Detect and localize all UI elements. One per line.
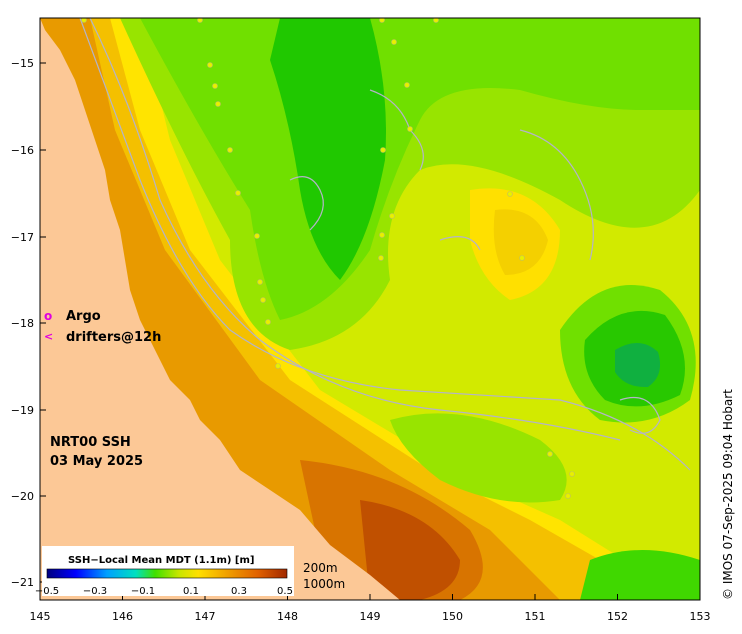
y-tick-label: −21 — [11, 576, 34, 589]
ssh-band-red — [360, 500, 460, 600]
y-tick-label: −19 — [11, 404, 34, 417]
depth-label-1000m: 1000m — [303, 577, 345, 591]
x-tick-label: 151 — [525, 610, 546, 623]
x-tick-label: 146 — [112, 610, 133, 623]
ssh-low-east-core — [615, 342, 661, 388]
drifter-legend-label: drifters@12h — [66, 330, 161, 345]
colorbar-gradient — [46, 568, 288, 579]
colorbar-tick-label: −0.3 — [83, 586, 107, 597]
y-tick-label: −20 — [11, 490, 34, 503]
land-mass — [40, 18, 400, 600]
ssh-low-core — [270, 18, 386, 280]
x-tick-label: 152 — [607, 610, 628, 623]
argo-legend-label: Argo — [66, 309, 101, 324]
map-title: NRT00 SSH — [50, 435, 131, 450]
drifter-legend-symbol: < — [44, 330, 53, 343]
colorbar: SSH−Local Mean MDT (1.1m) [m] −0.5 −0.3 … — [35, 546, 294, 597]
colorbar-tick-label: −0.1 — [131, 586, 155, 597]
colorbar-tick-label: 0.5 — [277, 586, 293, 597]
y-tick-label: −16 — [11, 144, 34, 157]
y-tick-label: −18 — [11, 317, 34, 330]
y-axis: −15 −16 −17 −18 −19 −20 −21 — [11, 57, 46, 589]
ssh-low-south — [580, 550, 700, 600]
x-axis: 145 146 147 148 149 150 151 152 153 — [30, 594, 711, 623]
x-tick-label: 147 — [195, 610, 216, 623]
bathymetry-contours — [79, 18, 691, 471]
argo-legend-symbol: o — [44, 309, 52, 323]
ssh-high-central-inner — [493, 209, 548, 275]
x-tick-label: 150 — [442, 610, 463, 623]
drifter-markers — [81, 18, 575, 499]
y-tick-label: −15 — [11, 57, 34, 70]
colorbar-title: SSH−Local Mean MDT (1.1m) [m] — [68, 555, 254, 566]
colorbar-tick-label: 0.1 — [183, 586, 199, 597]
x-tick-label: 153 — [690, 610, 711, 623]
marker-legend: o Argo < drifters@12h — [44, 309, 161, 345]
colorbar-tick-label: 0.3 — [231, 586, 247, 597]
map-date: 03 May 2025 — [50, 454, 143, 469]
y-tick-label: −17 — [11, 231, 34, 244]
colorbar-tick-label: −0.5 — [35, 586, 59, 597]
ssh-low-mid — [390, 413, 567, 503]
ssh-field — [40, 18, 700, 600]
x-tick-label: 149 — [360, 610, 381, 623]
x-tick-label: 145 — [30, 610, 51, 623]
credit-text: © IMOS 07-Sep-2025 09:04 Hobart — [721, 389, 735, 600]
ssh-low-north-inner — [140, 18, 700, 320]
x-tick-label: 148 — [277, 610, 298, 623]
depth-label-200m: 200m — [303, 561, 338, 575]
